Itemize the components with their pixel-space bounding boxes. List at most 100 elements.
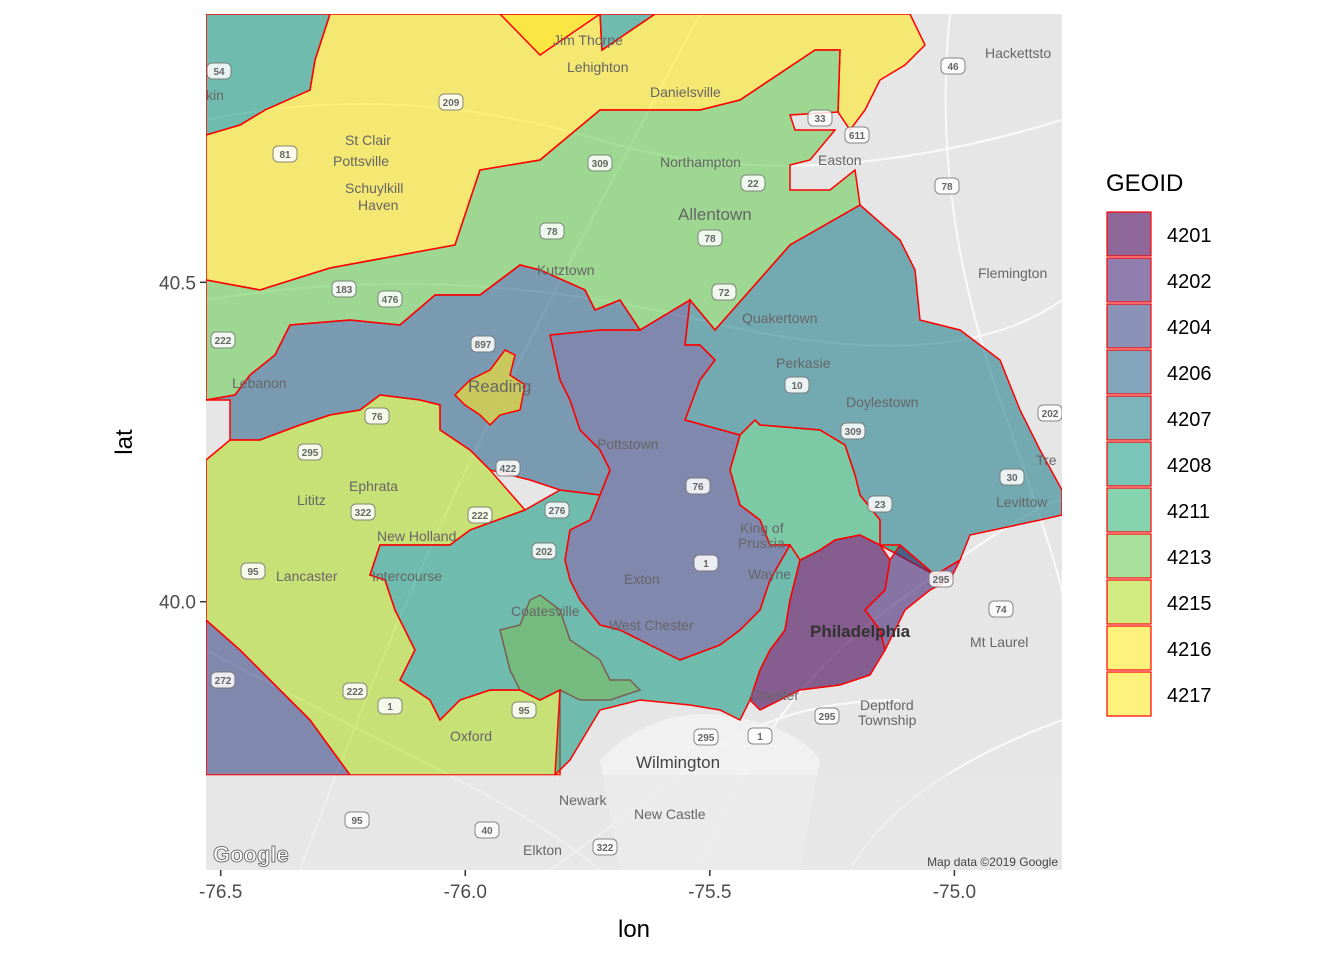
- route-shield-icon: 95: [511, 701, 537, 719]
- route-shield-icon: 10: [784, 376, 810, 394]
- svg-text:222: 222: [215, 336, 232, 347]
- x-tick-label: -75.0: [933, 882, 976, 903]
- svg-text:422: 422: [500, 464, 517, 475]
- legend-key: [1106, 487, 1152, 533]
- svg-text:322: 322: [355, 508, 372, 519]
- route-shield-icon: 202: [531, 542, 557, 560]
- legend-key: [1106, 395, 1152, 441]
- route-shield-icon: 272: [210, 671, 236, 689]
- place-label: Lititz: [297, 492, 326, 508]
- district-4202: [864, 543, 962, 653]
- route-shield-icon: 422: [495, 459, 521, 477]
- svg-text:54: 54: [213, 67, 225, 78]
- route-shield-icon: 295: [928, 570, 954, 588]
- route-shield-icon: 23: [867, 495, 893, 513]
- svg-text:95: 95: [351, 816, 363, 827]
- place-label: Doylestown: [846, 394, 918, 410]
- svg-text:22: 22: [747, 179, 759, 190]
- route-shield-icon: 222: [467, 506, 493, 524]
- svg-text:46: 46: [947, 62, 959, 73]
- place-label: West Chester: [609, 617, 694, 633]
- place-label: Danielsville: [650, 84, 721, 100]
- route-shield-icon: 183: [331, 280, 357, 298]
- legend-title: GEOID: [1106, 170, 1183, 197]
- svg-text:81: 81: [279, 150, 291, 161]
- y-axis: 40.0 40.5: [159, 273, 206, 614]
- svg-text:30: 30: [1006, 473, 1018, 484]
- route-shield-icon: 476: [377, 290, 403, 308]
- legend-label: 4202: [1167, 271, 1212, 293]
- svg-text:322: 322: [597, 843, 614, 854]
- svg-text:78: 78: [941, 182, 953, 193]
- svg-text:309: 309: [592, 159, 609, 170]
- place-label: Easton: [818, 152, 862, 168]
- legend-label: 4217: [1167, 685, 1212, 707]
- route-shield-icon: 33: [807, 109, 833, 127]
- place-label: Wilmington: [636, 753, 720, 772]
- x-axis-title: lon: [618, 916, 650, 943]
- place-label: King of: [740, 520, 784, 536]
- route-shield-icon: 76: [685, 477, 711, 495]
- route-shield-icon: 1: [693, 554, 719, 572]
- y-tick-label: 40.0: [159, 593, 196, 614]
- legend: GEOID 4201 4202 4204 4206 4207 4208 4211 4213 42…: [1106, 170, 1212, 717]
- place-label: Perkasie: [776, 355, 831, 371]
- legend-label: 4213: [1167, 547, 1212, 569]
- route-shield-icon: 81: [272, 145, 298, 163]
- y-tick-label: 40.5: [159, 273, 196, 294]
- svg-text:78: 78: [704, 234, 716, 245]
- map-panel: Jim Thorpe Lehighton Danielsville Hacket…: [206, 14, 1062, 870]
- district-4216-reading: [453, 349, 526, 427]
- legend-key: [1106, 533, 1152, 579]
- route-shield-icon: 74: [988, 600, 1014, 618]
- svg-text:897: 897: [475, 340, 492, 351]
- legend-label: 4207: [1167, 409, 1212, 431]
- svg-text:74: 74: [995, 605, 1007, 616]
- svg-text:1: 1: [387, 702, 393, 713]
- route-shield-icon: 78: [697, 229, 723, 247]
- svg-text:276: 276: [549, 506, 566, 517]
- place-label: Deptford: [860, 697, 914, 713]
- svg-text:209: 209: [443, 98, 460, 109]
- route-shield-icon: 322: [592, 838, 618, 856]
- legend-key: [1106, 349, 1152, 395]
- route-shield-icon: 22: [740, 174, 766, 192]
- legend-label: 4216: [1167, 639, 1212, 661]
- route-shield-icon: 276: [544, 501, 570, 519]
- legend-label: 4211: [1167, 501, 1210, 523]
- svg-text:202: 202: [1042, 409, 1059, 420]
- route-shield-icon: 222: [342, 682, 368, 700]
- place-label: Coatesville: [511, 603, 580, 619]
- svg-text:222: 222: [472, 511, 489, 522]
- svg-text:476: 476: [382, 295, 399, 306]
- route-shield-icon: 897: [470, 335, 496, 353]
- route-shield-icon: 78: [934, 177, 960, 195]
- route-shield-icon: 309: [840, 422, 866, 440]
- svg-text:76: 76: [371, 412, 383, 423]
- legend-key: [1106, 303, 1152, 349]
- place-label: Pottsville: [333, 153, 389, 169]
- route-shield-icon: 295: [297, 443, 323, 461]
- svg-text:95: 95: [518, 706, 530, 717]
- svg-text:40: 40: [481, 826, 493, 837]
- district-4202-sw: [206, 618, 352, 776]
- svg-text:295: 295: [819, 712, 836, 723]
- x-tick-label: -76.0: [444, 882, 487, 903]
- route-shield-icon: 76: [364, 407, 390, 425]
- svg-text:295: 295: [933, 575, 950, 586]
- svg-text:202: 202: [536, 547, 553, 558]
- place-label: Schuylkill: [345, 180, 403, 196]
- x-tick-label: -75.5: [688, 882, 731, 903]
- place-label: Newark: [559, 792, 607, 808]
- district-polygons: [206, 14, 1062, 777]
- legend-key: [1106, 625, 1152, 671]
- place-label: Reading: [468, 377, 531, 396]
- place-label: Exton: [624, 571, 660, 587]
- place-label: Lancaster: [276, 568, 338, 584]
- route-shield-icon: 295: [814, 707, 840, 725]
- svg-text:295: 295: [302, 448, 319, 459]
- svg-text:272: 272: [215, 676, 232, 687]
- svg-text:309: 309: [845, 427, 862, 438]
- legend-key: [1106, 671, 1152, 717]
